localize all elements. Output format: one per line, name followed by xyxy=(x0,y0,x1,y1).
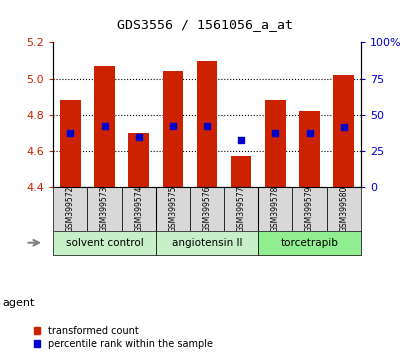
Text: GSM399576: GSM399576 xyxy=(202,185,211,232)
Bar xyxy=(155,187,189,230)
Bar xyxy=(60,100,81,187)
Bar xyxy=(53,187,87,230)
Bar xyxy=(230,156,251,187)
Text: GDS3556 / 1561056_a_at: GDS3556 / 1561056_a_at xyxy=(117,18,292,31)
Text: GSM399573: GSM399573 xyxy=(100,185,109,232)
Bar xyxy=(189,187,224,230)
Bar xyxy=(155,230,258,255)
Text: GSM399577: GSM399577 xyxy=(236,185,245,232)
Bar xyxy=(224,187,258,230)
Text: GSM399575: GSM399575 xyxy=(168,185,177,232)
Bar xyxy=(53,230,155,255)
Bar xyxy=(196,61,217,187)
Text: GSM399580: GSM399580 xyxy=(338,186,347,232)
Bar xyxy=(87,187,121,230)
Bar xyxy=(258,187,292,230)
Bar xyxy=(162,72,183,187)
Text: angiotensin II: angiotensin II xyxy=(171,238,242,248)
Text: solvent control: solvent control xyxy=(65,238,143,248)
Bar xyxy=(292,187,326,230)
Bar xyxy=(128,133,148,187)
Bar xyxy=(265,100,285,187)
Bar xyxy=(94,66,115,187)
Bar xyxy=(258,230,360,255)
Bar xyxy=(299,111,319,187)
Bar xyxy=(333,75,353,187)
Text: agent: agent xyxy=(2,298,34,308)
Text: GSM399579: GSM399579 xyxy=(304,185,313,232)
Bar xyxy=(326,187,360,230)
Text: torcetrapib: torcetrapib xyxy=(280,238,338,248)
Text: GSM399572: GSM399572 xyxy=(66,186,75,232)
Legend: transformed count, percentile rank within the sample: transformed count, percentile rank withi… xyxy=(34,326,213,349)
Bar xyxy=(121,187,155,230)
Text: GSM399578: GSM399578 xyxy=(270,186,279,232)
Text: GSM399574: GSM399574 xyxy=(134,185,143,232)
